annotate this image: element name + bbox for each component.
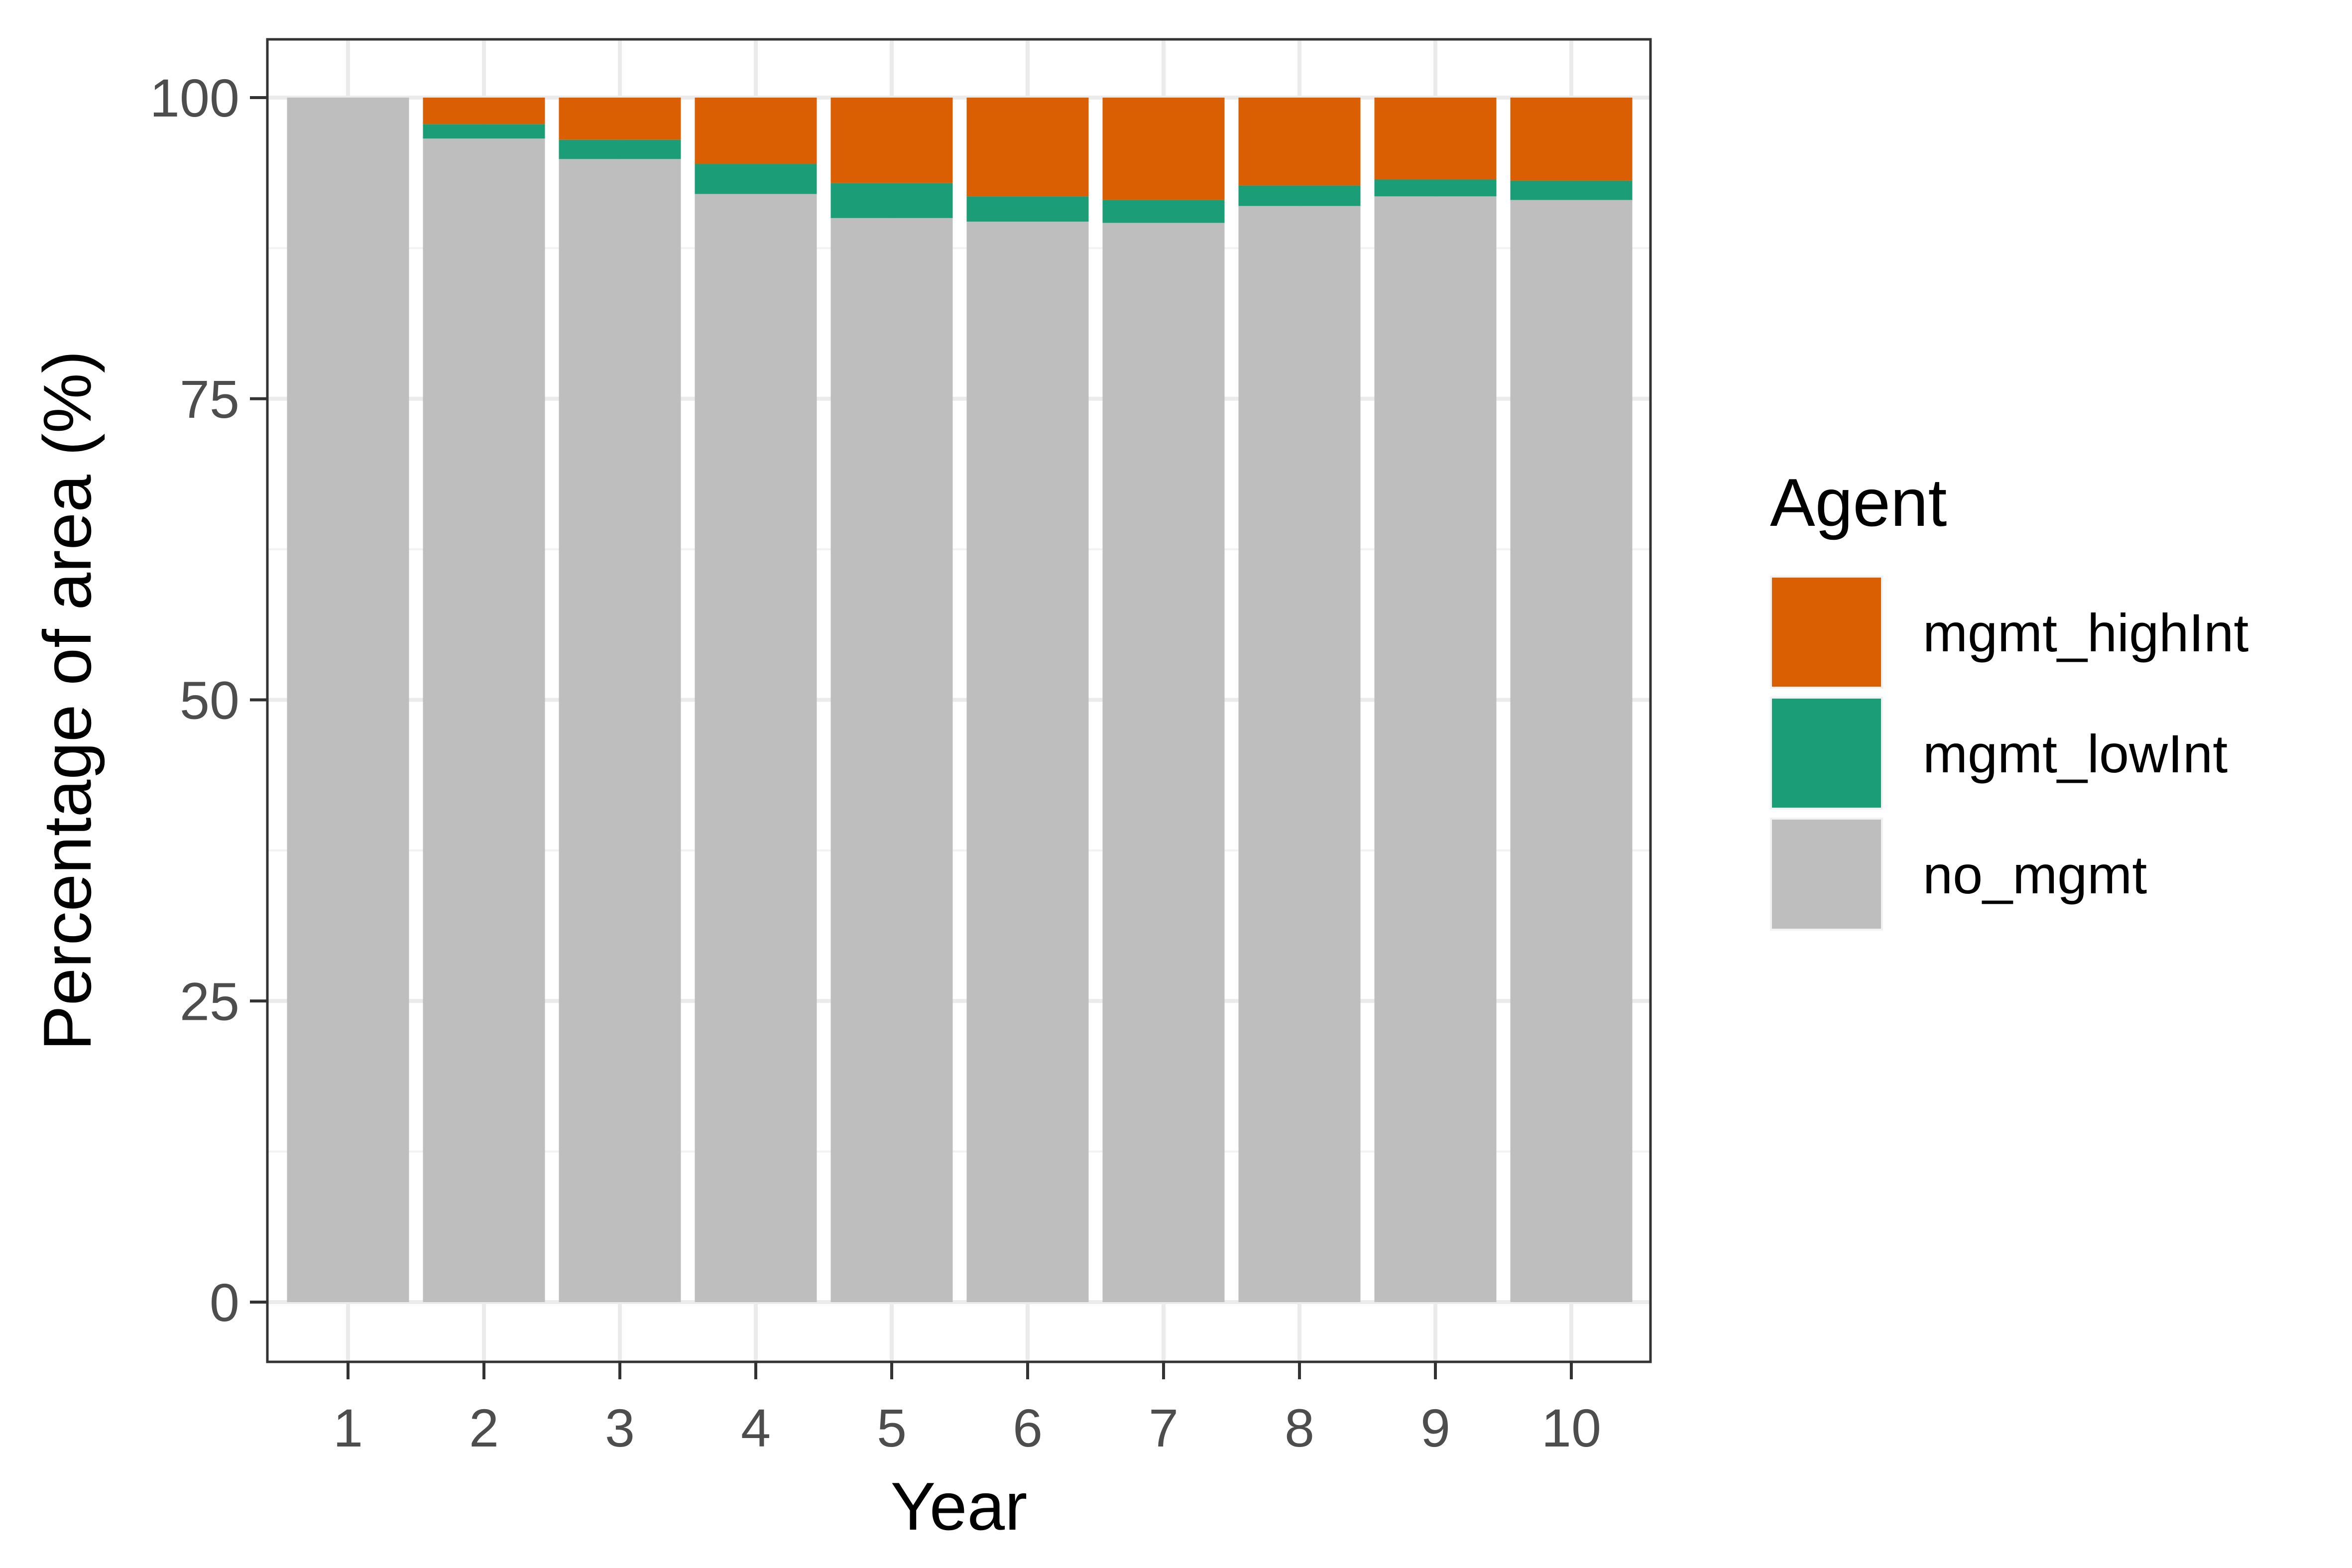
legend-swatch-mgmt_lowInt <box>1772 699 1881 808</box>
plot-panel <box>266 38 1652 1363</box>
legend-label-mgmt_lowInt: mgmt_lowInt <box>1923 724 2228 784</box>
bar-mgmt_lowInt-year-7 <box>1102 200 1225 223</box>
bar-mgmt_highInt-year-7 <box>1102 98 1225 200</box>
y-tick-label: 0 <box>210 1272 239 1332</box>
bar-no_mgmt-year-10 <box>1510 200 1633 1302</box>
bar-mgmt_lowInt-year-8 <box>1238 185 1361 206</box>
x-tick-label: 5 <box>877 1398 907 1458</box>
x-tick-label: 3 <box>605 1398 635 1458</box>
bar-mgmt_lowInt-year-4 <box>695 164 817 194</box>
legend-swatch-no_mgmt <box>1772 820 1881 929</box>
bar-no_mgmt-year-4 <box>695 194 817 1302</box>
x-tick-label: 2 <box>469 1398 499 1458</box>
bar-mgmt_highInt-year-8 <box>1238 98 1361 186</box>
x-tick-label: 10 <box>1541 1398 1601 1458</box>
y-axis: 0 25 50 75 100 <box>150 68 267 1332</box>
x-tick-label: 8 <box>1285 1398 1314 1458</box>
x-axis: 1 2 3 4 5 6 7 8 9 10 <box>333 1362 1601 1458</box>
y-tick-label: 100 <box>150 68 239 128</box>
bar-no_mgmt-year-2 <box>423 138 545 1302</box>
bar-mgmt_highInt-year-3 <box>559 98 681 140</box>
x-axis-title: Year <box>891 1468 1028 1544</box>
bar-mgmt_highInt-year-4 <box>695 98 817 164</box>
legend-label-no_mgmt: no_mgmt <box>1923 844 2147 905</box>
x-tick-label: 1 <box>333 1398 363 1458</box>
legend-keys: mgmt_highInt mgmt_lowInt no_mgmt <box>1770 576 2248 931</box>
bar-mgmt_lowInt-year-3 <box>559 139 681 159</box>
bar-mgmt_highInt-year-5 <box>830 98 953 183</box>
x-tick-label: 6 <box>1013 1398 1043 1458</box>
legend-label-mgmt_highInt: mgmt_highInt <box>1923 603 2248 663</box>
bar-no_mgmt-year-8 <box>1238 206 1361 1303</box>
bar-mgmt_lowInt-year-9 <box>1374 179 1497 197</box>
y-axis-title: Percentage of area (%) <box>29 351 105 1051</box>
legend-swatch-mgmt_highInt <box>1772 578 1881 687</box>
bar-mgmt_highInt-year-2 <box>423 98 545 124</box>
bar-no_mgmt-year-9 <box>1374 196 1497 1303</box>
x-tick-label: 4 <box>741 1398 771 1458</box>
y-tick-label: 75 <box>180 369 239 429</box>
bar-no_mgmt-year-7 <box>1102 223 1225 1303</box>
y-tick-label: 50 <box>180 670 239 730</box>
bars <box>287 98 1633 1303</box>
bar-no_mgmt-year-1 <box>287 98 409 1302</box>
bar-no_mgmt-year-6 <box>966 222 1089 1303</box>
bar-mgmt_lowInt-year-6 <box>966 196 1089 222</box>
bar-mgmt_lowInt-year-2 <box>423 124 545 139</box>
bar-no_mgmt-year-5 <box>830 218 953 1303</box>
bar-mgmt_lowInt-year-10 <box>1510 180 1633 200</box>
x-tick-label: 7 <box>1149 1398 1178 1458</box>
legend: Agent mgmt_highInt mgmt_lowInt no_mgmt <box>1770 465 2248 931</box>
bar-mgmt_highInt-year-9 <box>1374 98 1497 180</box>
bar-no_mgmt-year-3 <box>559 159 681 1303</box>
bar-mgmt_lowInt-year-5 <box>830 183 953 218</box>
bar-mgmt_highInt-year-10 <box>1510 98 1633 181</box>
bar-mgmt_highInt-year-6 <box>966 98 1089 197</box>
legend-title: Agent <box>1770 465 1947 540</box>
x-tick-label: 9 <box>1420 1398 1450 1458</box>
y-tick-label: 25 <box>180 971 239 1031</box>
